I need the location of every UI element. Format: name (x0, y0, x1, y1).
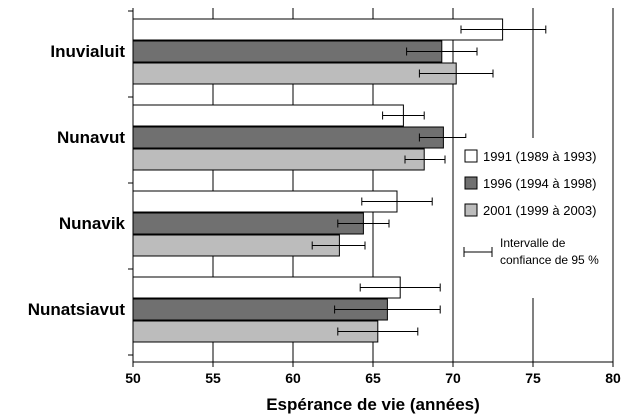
x-tick-label: 75 (525, 370, 541, 386)
error-bar (359, 283, 441, 292)
bar (132, 148, 425, 171)
legend-label: 1991 (1989 à 1993) (483, 149, 596, 164)
error-bar (334, 305, 441, 314)
x-tick-label: 80 (605, 370, 621, 386)
legend-item: 1996 (1994 à 1998) (464, 176, 596, 191)
bar (132, 40, 443, 63)
legend-ci-label-line2: confiance de 95 % (500, 253, 599, 267)
category-label: Nunavik (59, 214, 126, 233)
legend-ci-item: Intervalle de confiance de 95 % (463, 236, 599, 267)
bar (132, 18, 504, 41)
legend: 1991 (1989 à 1993) 1996 (1994 à 1998) 2001… (458, 138, 608, 298)
legend-label: 1996 (1994 à 1998) (483, 176, 596, 191)
bar (132, 126, 444, 149)
x-axis: 50 55 60 65 70 75 80 (125, 8, 621, 386)
bar (132, 62, 457, 85)
bars (132, 18, 504, 343)
error-bar (337, 327, 419, 336)
legend-background (458, 138, 608, 298)
bar (132, 104, 404, 127)
error-bar (337, 219, 390, 228)
x-tick-label: 60 (285, 370, 301, 386)
legend-swatch (464, 176, 478, 190)
category-labels: Inuvialuit Nunavut Nunavik Nunatsiavut (28, 42, 126, 319)
error-bar (311, 241, 366, 250)
error-bar (404, 155, 446, 164)
x-axis-title: Espérance de vie (années) (266, 395, 480, 414)
category-label: Nunavut (57, 128, 125, 147)
legend-label: 2001 (1999 à 2003) (483, 203, 596, 218)
error-bar (382, 111, 425, 120)
legend-swatch (464, 203, 478, 217)
bar (132, 234, 340, 257)
category-label: Nunatsiavut (28, 300, 126, 319)
x-tick-label: 70 (445, 370, 461, 386)
legend-swatch (464, 149, 478, 163)
legend-item: 1991 (1989 à 1993) (464, 149, 596, 164)
x-tick-label: 55 (205, 370, 221, 386)
x-tick-label: 50 (125, 370, 141, 386)
error-bar (460, 25, 547, 34)
bar (132, 212, 364, 235)
bar (132, 190, 398, 213)
legend-item: 2001 (1999 à 2003) (464, 203, 596, 218)
error-bars (311, 25, 547, 336)
error-bar (406, 47, 478, 56)
error-bar (361, 197, 433, 206)
legend-ci-label-line1: Intervalle de (500, 236, 566, 250)
error-bar (418, 69, 494, 78)
x-tick-label: 65 (365, 370, 381, 386)
category-label: Inuvialuit (50, 42, 125, 61)
